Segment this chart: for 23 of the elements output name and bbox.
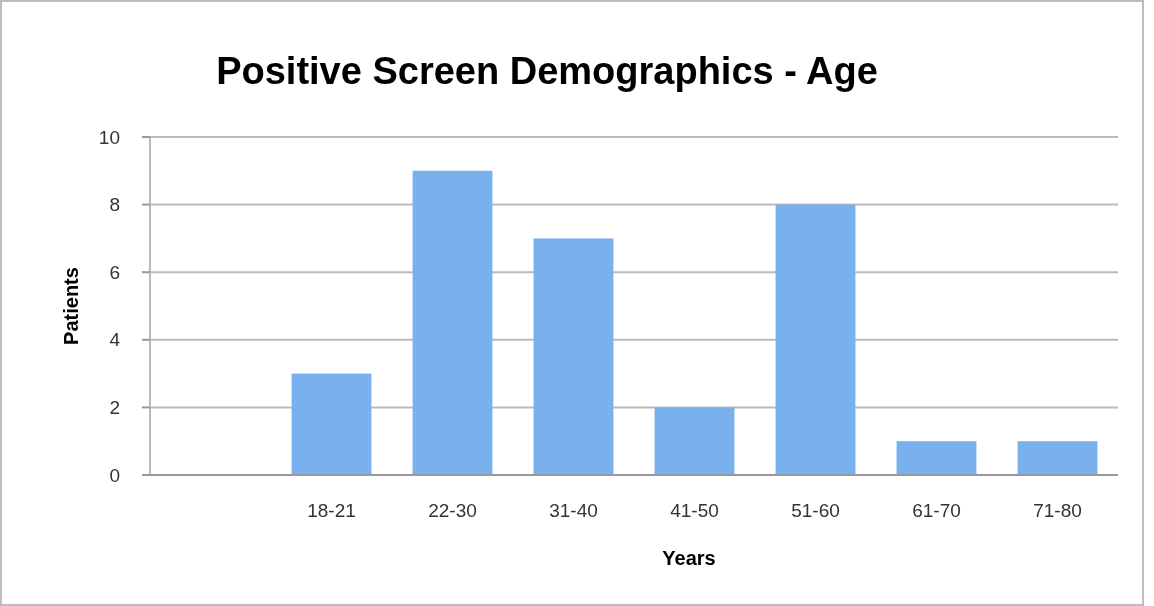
y-tick-label: 4 [109,329,121,351]
y-axis-title: Patients [60,267,82,345]
x-tick-label: 31-40 [549,500,598,521]
y-tick-label: 2 [109,397,120,419]
bar [654,407,735,475]
x-tick-label: 51-60 [791,500,840,521]
bar [533,238,614,475]
bar [291,373,372,475]
bar [412,170,493,475]
y-tick-label: 8 [109,194,120,216]
bar [896,441,977,475]
x-tick-label: 71-80 [1033,500,1082,521]
bar [1017,441,1098,475]
chart-title: Positive Screen Demographics - Age [216,50,878,92]
y-tick-label: 0 [109,464,120,486]
bar [775,204,856,475]
x-axis-title: Years [662,547,716,569]
y-tick-label: 10 [98,126,120,148]
x-tick-label: 61-70 [912,500,961,521]
x-tick-label: 18-21 [307,500,356,521]
x-tick-label: 22-30 [428,500,477,521]
x-tick-label: 41-50 [670,500,719,521]
y-tick-label: 6 [109,261,120,283]
